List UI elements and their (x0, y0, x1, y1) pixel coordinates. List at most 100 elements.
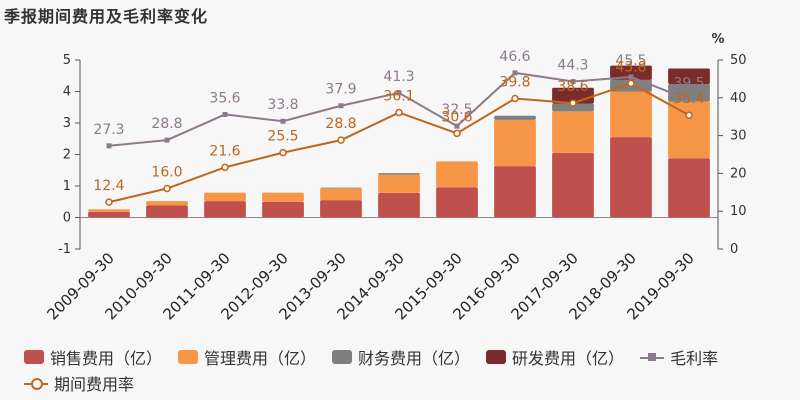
marker-expense_rate (163, 184, 171, 193)
marker-expense_rate (685, 111, 693, 119)
marker-gross_margin (338, 103, 344, 109)
bar-admin (436, 161, 478, 188)
marker-expense_rate (105, 198, 113, 206)
marker-gross_margin (512, 70, 518, 76)
marker-gross_margin (164, 137, 170, 143)
bar-rd (668, 68, 710, 84)
bar-sales (552, 152, 594, 218)
marker-expense_rate (453, 129, 461, 138)
right-tick-label: 30 (730, 129, 747, 144)
bar-admin (552, 111, 594, 153)
marker-gross_margin (222, 111, 228, 117)
bar-sales (88, 211, 130, 218)
left-tick-label: -1 (58, 242, 71, 257)
marker-gross_margin (280, 118, 286, 124)
legend-label-expense-rate: 期间费用率 (54, 375, 135, 394)
legend-swatch-expense-rate (24, 376, 48, 390)
data-label-expense_rate: 28.8 (325, 116, 356, 132)
marker-expense_rate (279, 148, 287, 157)
marker-expense_rate (221, 163, 229, 172)
data-label-gross_margin: 44.3 (557, 58, 588, 74)
legend-item-admin[interactable]: 管理费用（亿） (178, 345, 316, 369)
marker-expense_rate (337, 136, 345, 144)
bar-admin (204, 192, 246, 202)
left-tick-label: 5 (63, 53, 71, 68)
bar-admin (668, 101, 710, 159)
bar-finance (494, 115, 536, 120)
right-axis-unit: % (711, 32, 724, 47)
left-tick-label: 1 (63, 179, 71, 194)
legend-label-rd: 研发费用（亿） (512, 349, 625, 368)
marker-gross_margin (454, 123, 460, 129)
legend: 销售费用（亿） 管理费用（亿） 财务费用（亿） 研发费用（亿） 毛利率 (24, 344, 794, 396)
marker-expense_rate (627, 79, 635, 88)
bar-sales (494, 166, 536, 218)
right-tick-label: 50 (730, 53, 747, 68)
legend-item-sales[interactable]: 销售费用（亿） (24, 345, 162, 369)
data-label-gross_margin: 37.9 (325, 82, 356, 98)
data-label-gross_margin: 41.3 (383, 69, 414, 85)
right-tick-label: 40 (730, 91, 747, 106)
data-label-gross_margin: 27.3 (93, 122, 124, 138)
legend-swatch-admin (178, 350, 199, 364)
legend-item-expense-rate[interactable]: 期间费用率 (24, 371, 134, 395)
legend-label-finance: 财务费用（亿） (358, 349, 471, 368)
bar-sales (436, 187, 478, 218)
left-tick-label: 0 (63, 211, 71, 226)
data-label-gross_margin: 33.8 (267, 97, 298, 113)
bar-sales (204, 201, 246, 218)
data-label-gross_margin: 39.5 (673, 76, 704, 92)
bar-admin (88, 209, 130, 212)
left-tick-label: 2 (63, 148, 71, 163)
left-tick-label: 3 (63, 116, 71, 131)
legend-item-finance[interactable]: 财务费用（亿） (332, 345, 470, 369)
bar-sales (320, 200, 362, 218)
legend-row-2: 期间费用率 (24, 370, 794, 396)
legend-item-gross-margin[interactable]: 毛利率 (640, 345, 718, 369)
marker-gross_margin (628, 74, 634, 80)
bar-sales (610, 137, 652, 218)
data-label-gross_margin: 28.8 (151, 116, 182, 132)
bar-finance (146, 217, 188, 219)
legend-swatch-sales (24, 350, 44, 364)
data-label-expense_rate: 35.4 (673, 91, 704, 107)
bar-finance (668, 83, 710, 102)
bar-rd (610, 65, 652, 80)
marker-gross_margin (106, 143, 112, 149)
left-tick-label: 4 (63, 85, 71, 100)
bar-sales (262, 201, 304, 218)
legend-label-sales: 销售费用（亿） (50, 349, 163, 368)
data-label-expense_rate: 25.5 (267, 129, 298, 145)
data-label-expense_rate: 12.4 (93, 178, 124, 194)
marker-expense_rate (569, 99, 577, 107)
bar-finance (378, 173, 420, 175)
data-label-expense_rate: 38.6 (557, 79, 588, 95)
marker-gross_margin (570, 79, 576, 85)
data-label-gross_margin: 45.5 (615, 53, 646, 69)
bar-admin (494, 119, 536, 167)
legend-row-1: 销售费用（亿） 管理费用（亿） 财务费用（亿） 研发费用（亿） 毛利率 (24, 344, 794, 370)
marker-expense_rate (395, 108, 403, 117)
data-label-expense_rate: 36.1 (383, 89, 414, 105)
bar-sales (378, 192, 420, 218)
bar-sales (146, 205, 188, 218)
bar-admin (610, 91, 652, 138)
marker-gross_margin (396, 90, 402, 96)
data-label-gross_margin: 46.6 (499, 49, 530, 65)
bar-admin (320, 188, 362, 201)
bar-sales (668, 158, 710, 218)
data-label-expense_rate: 16.0 (151, 165, 182, 181)
legend-item-rd[interactable]: 研发费用（亿） (486, 345, 624, 369)
bar-admin (378, 174, 420, 193)
bar-admin (262, 192, 304, 202)
legend-swatch-gross-margin (640, 350, 665, 364)
marker-gross_margin (686, 97, 692, 103)
chart-title: 季报期间费用及毛利率变化 (4, 7, 209, 26)
bar-admin (146, 201, 188, 206)
data-label-gross_margin: 32.5 (441, 102, 472, 118)
right-tick-label: 0 (730, 242, 738, 257)
legend-swatch-rd (486, 350, 507, 364)
data-label-expense_rate: 39.8 (499, 75, 530, 91)
